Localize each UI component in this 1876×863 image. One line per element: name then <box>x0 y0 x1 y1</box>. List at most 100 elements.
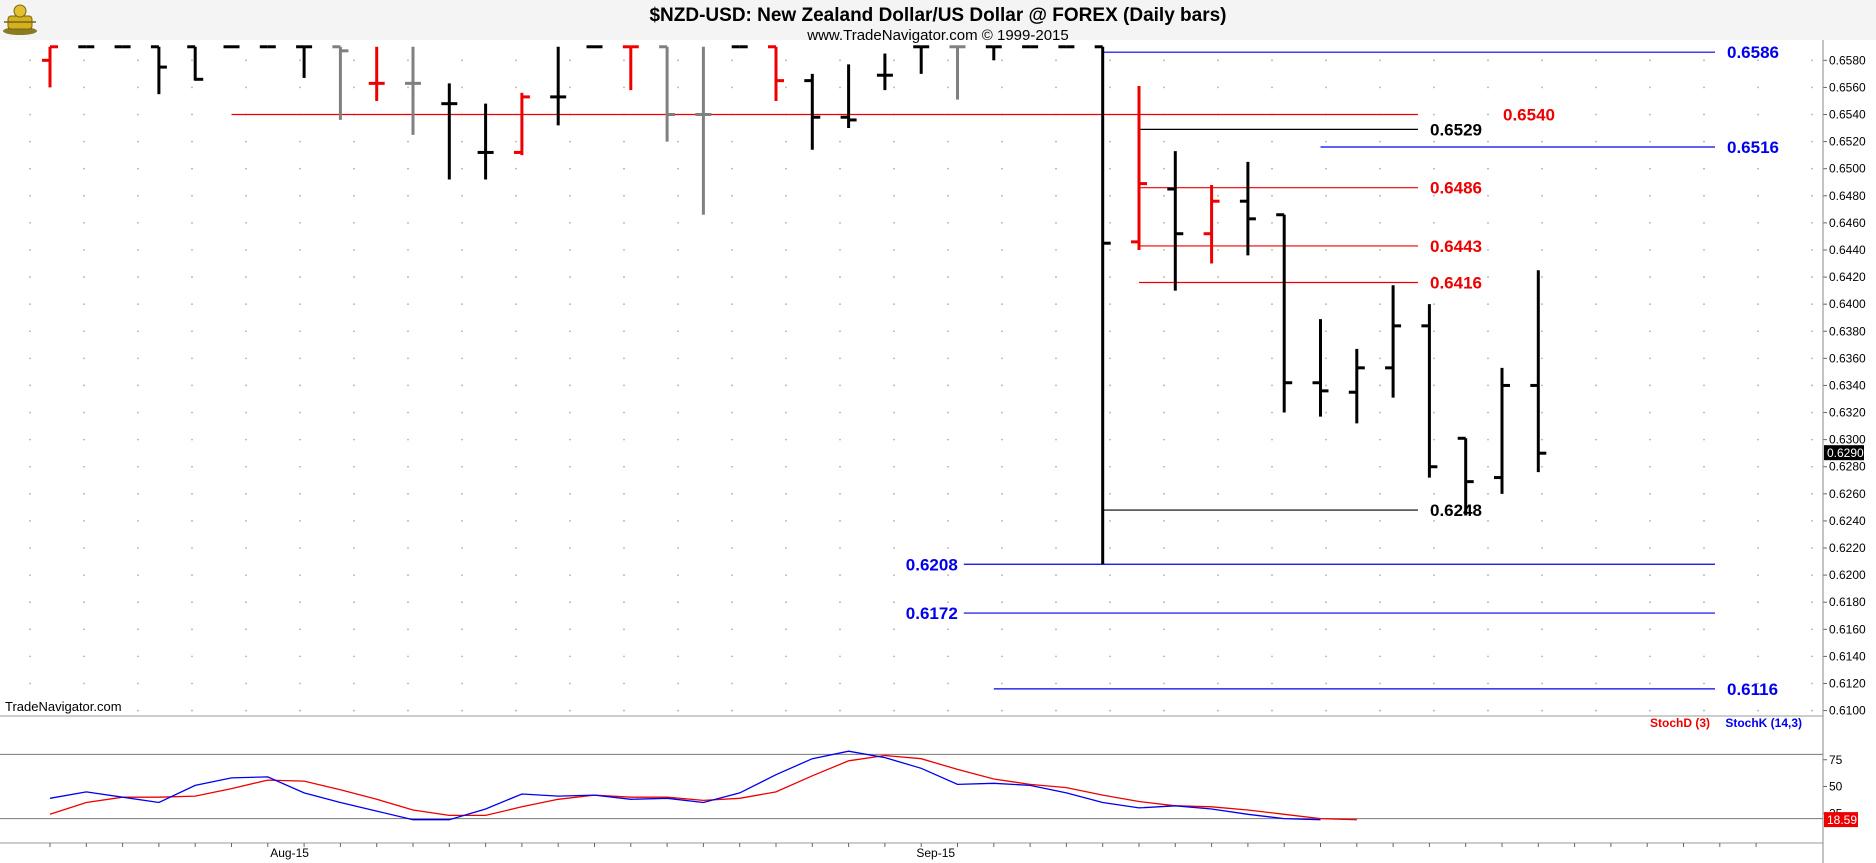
grid-dot <box>1487 357 1489 360</box>
header-band <box>0 0 1876 40</box>
grid-dot <box>245 601 247 604</box>
grid-dot <box>1703 411 1705 414</box>
grid-dot <box>1433 303 1435 306</box>
grid-dot <box>1703 194 1705 197</box>
grid-dot <box>1055 438 1057 441</box>
grid-dot <box>245 709 247 712</box>
y-tick-label: 0.6460 <box>1829 216 1866 230</box>
grid-dot <box>137 221 139 224</box>
y-tick-label: 0.6260 <box>1829 487 1866 501</box>
grid-dot <box>1649 411 1651 414</box>
grid-dot <box>623 520 625 522</box>
grid-dot <box>461 547 463 549</box>
ohlc-bar <box>187 45 204 81</box>
grid-dot <box>1217 194 1219 197</box>
grid-dot <box>1433 249 1435 251</box>
grid-dot <box>191 194 193 197</box>
grid-dot <box>1757 520 1759 522</box>
grid-dot <box>83 628 85 631</box>
grid-dot <box>515 438 517 441</box>
grid-dot <box>893 520 895 522</box>
grid-dot <box>1109 411 1111 414</box>
grid-dot <box>1001 167 1003 170</box>
stoch-k-legend: StochK (14,3) <box>1725 716 1802 730</box>
grid-dot <box>1325 384 1327 387</box>
grid-dot <box>1001 465 1003 468</box>
grid-dot <box>947 221 949 224</box>
grid-dot <box>893 194 895 197</box>
grid-dot <box>1217 574 1219 577</box>
grid-dot <box>1541 113 1543 116</box>
grid-dot <box>1703 221 1705 224</box>
grid-dot <box>407 709 409 712</box>
grid-dot <box>1109 547 1111 549</box>
grid-dot <box>1109 601 1111 604</box>
grid-dot <box>299 140 301 143</box>
grid-dot <box>353 682 355 685</box>
grid-dot <box>1109 303 1111 306</box>
grid-dot <box>191 574 193 577</box>
grid-dot <box>245 465 247 468</box>
grid-dot <box>191 249 193 251</box>
grid-dot <box>245 682 247 685</box>
grid-dot <box>245 249 247 251</box>
grid-dot <box>1271 249 1273 251</box>
grid-dot <box>353 655 355 658</box>
watermark: TradeNavigator.com <box>5 699 122 714</box>
grid-dot <box>1379 221 1381 224</box>
grid-dot <box>1487 492 1489 495</box>
grid-dot <box>731 140 733 143</box>
grid-dot <box>1325 547 1327 549</box>
level-label: 0.6416 <box>1430 273 1482 292</box>
grid-dot <box>299 465 301 468</box>
grid-dot <box>785 221 787 224</box>
grid-dot <box>623 655 625 658</box>
grid-dot <box>947 357 949 360</box>
grid-dot <box>569 384 571 387</box>
grid-dot <box>29 682 31 685</box>
grid-dot <box>1433 438 1435 441</box>
grid-dot <box>407 221 409 224</box>
grid-dot <box>137 520 139 522</box>
grid-dot <box>569 194 571 197</box>
grid-dot <box>137 411 139 414</box>
grid-dot <box>1217 628 1219 631</box>
grid-dot <box>1001 682 1003 685</box>
grid-dot <box>1163 276 1165 278</box>
stoch-y-tick-label: 50 <box>1829 780 1843 794</box>
grid-dot <box>1271 655 1273 658</box>
grid-dot <box>1379 492 1381 495</box>
grid-dot <box>785 411 787 414</box>
grid-dot <box>569 357 571 360</box>
grid-dot <box>137 547 139 549</box>
grid-dot <box>515 194 517 197</box>
grid-dot <box>893 628 895 631</box>
grid-dot <box>677 574 679 577</box>
grid-dot <box>1001 709 1003 712</box>
grid-dot <box>1379 547 1381 549</box>
grid-dot <box>1595 628 1597 631</box>
grid-dot <box>515 601 517 604</box>
grid-dot <box>1541 140 1543 143</box>
grid-dot <box>1649 357 1651 360</box>
grid-dot <box>839 628 841 631</box>
grid-dot <box>137 113 139 116</box>
grid-dot <box>353 465 355 468</box>
chart-title: $NZD-USD: New Zealand Dollar/US Dollar @… <box>649 5 1226 26</box>
grid-dot <box>1163 547 1165 549</box>
grid-dot <box>353 357 355 360</box>
grid-dot <box>1541 601 1543 604</box>
grid-dot <box>1541 59 1543 62</box>
grid-dot <box>1757 682 1759 685</box>
grid-dot <box>1595 194 1597 197</box>
grid-dot <box>731 628 733 631</box>
grid-dot <box>1109 86 1111 89</box>
grid-dot <box>245 276 247 278</box>
grid-dot <box>191 113 193 116</box>
y-tick-label: 0.6500 <box>1829 162 1866 176</box>
grid-dot <box>191 628 193 631</box>
grid-dot <box>407 194 409 197</box>
grid-dot <box>1487 709 1489 712</box>
grid-dot <box>623 438 625 441</box>
grid-dot <box>407 438 409 441</box>
